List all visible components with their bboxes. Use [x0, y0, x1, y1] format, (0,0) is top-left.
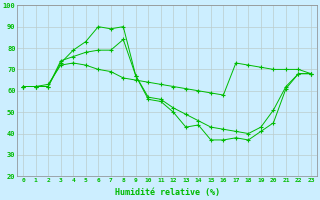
X-axis label: Humidité relative (%): Humidité relative (%): [115, 188, 220, 197]
